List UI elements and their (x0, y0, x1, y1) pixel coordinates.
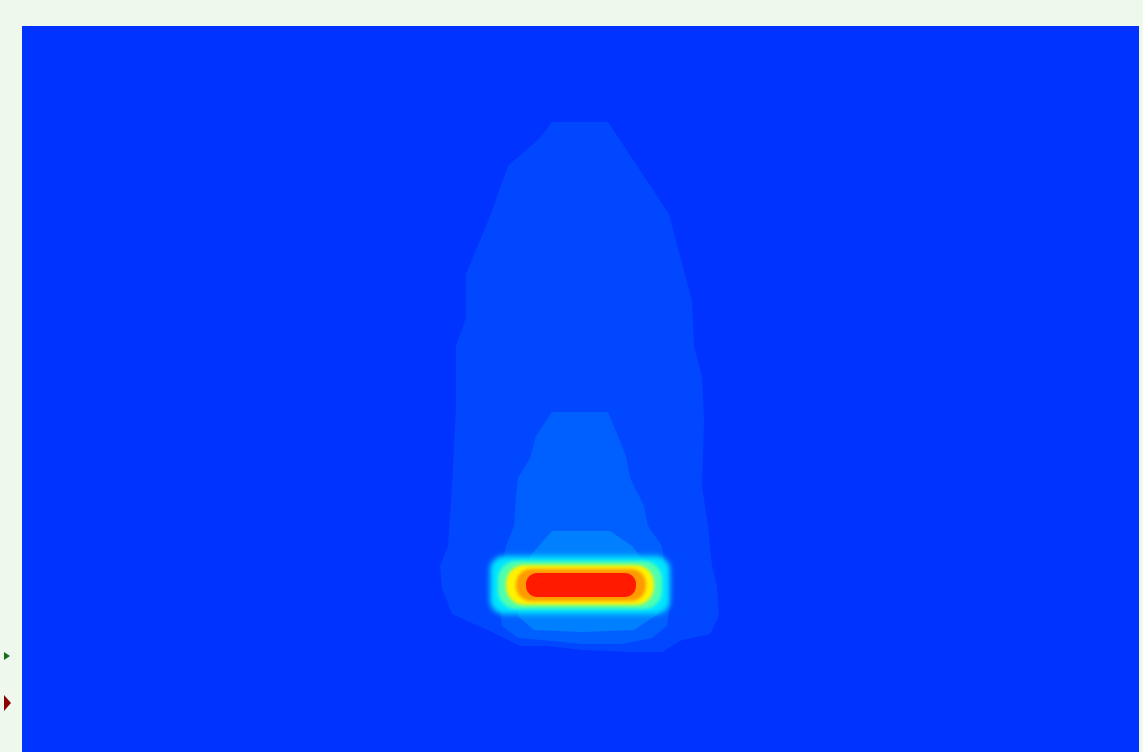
red-marker-icon[interactable] (4, 695, 11, 711)
heat-field-canvas[interactable] (22, 26, 1139, 752)
right-edge (1139, 26, 1143, 752)
green-marker-icon[interactable] (4, 652, 10, 660)
plume-contour-outer (440, 122, 719, 652)
hot-spot-red (526, 573, 636, 597)
hot-spot (490, 556, 670, 614)
visualization-viewport[interactable] (22, 26, 1139, 752)
left-gutter (0, 26, 22, 752)
top-strip (0, 0, 1143, 26)
